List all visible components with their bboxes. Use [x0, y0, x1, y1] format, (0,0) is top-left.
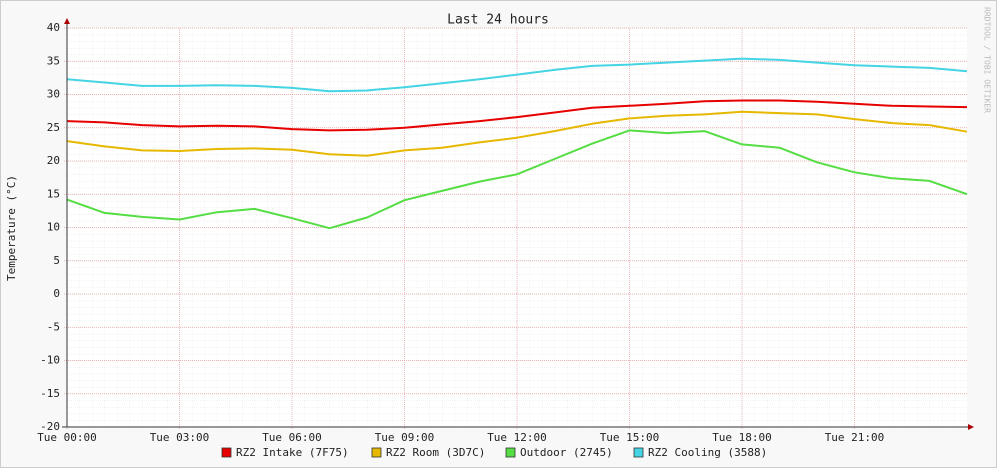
x-tick-label: Tue 03:00	[150, 431, 210, 444]
y-tick-label: 0	[53, 287, 60, 300]
y-tick-label: -15	[40, 387, 60, 400]
y-tick-label: 15	[47, 187, 60, 200]
x-tick-label: Tue 06:00	[262, 431, 322, 444]
series-line	[66, 110, 968, 157]
watermark: RRDTOOL / TOBI OETIKER	[983, 7, 992, 113]
x-tick-label: Tue 21:00	[825, 431, 885, 444]
x-tick-label: Tue 00:00	[37, 431, 97, 444]
y-arrow	[64, 18, 70, 24]
y-tick-label: 10	[47, 221, 60, 234]
legend: RZ2 Intake (7F75) RZ2 Room (3D7C) Outdoor …	[221, 446, 767, 459]
legend-swatch	[371, 447, 382, 458]
y-tick-label: -20	[40, 420, 60, 433]
x-tick-label: Tue 09:00	[375, 431, 435, 444]
x-tick-label: Tue 15:00	[600, 431, 660, 444]
series-line	[66, 99, 968, 132]
y-axis-label: Temperature (°C)	[5, 175, 18, 281]
series-line	[66, 57, 968, 93]
legend-label: Outdoor (2745)	[520, 446, 613, 459]
legend-label: RZ2 Intake (7F75)	[236, 446, 349, 459]
y-tick-label: 25	[47, 121, 60, 134]
series	[66, 57, 968, 230]
y-tick-label: -10	[40, 354, 60, 367]
legend-swatch	[221, 447, 232, 458]
y-tick-label: 20	[47, 154, 60, 167]
x-tick-label: Tue 18:00	[712, 431, 772, 444]
legend-label: RZ2 Room (3D7C)	[386, 446, 485, 459]
y-tick-label: 30	[47, 88, 60, 101]
x-arrow	[968, 424, 974, 430]
legend-swatch	[505, 447, 516, 458]
series-line	[66, 129, 968, 230]
y-tick-label: 35	[47, 54, 60, 67]
legend-label: RZ2 Cooling (3588)	[648, 446, 767, 459]
y-tick-label: -5	[47, 320, 60, 333]
y-tick-label: 5	[53, 254, 60, 267]
legend-swatch	[633, 447, 644, 458]
x-tick-label: Tue 12:00	[487, 431, 547, 444]
y-tick-label: 40	[47, 21, 60, 34]
chart-title: Last 24 hours	[447, 13, 549, 28]
